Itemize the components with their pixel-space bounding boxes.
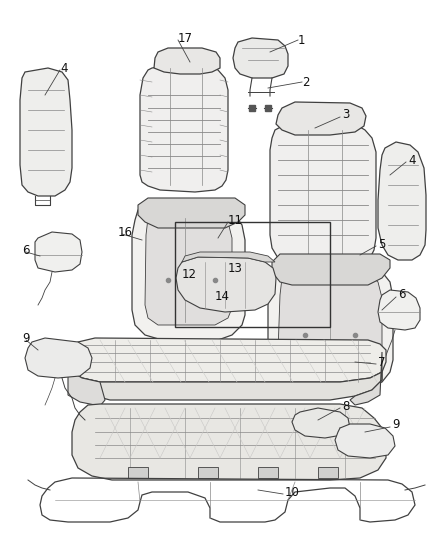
Text: 3: 3 [342, 109, 350, 122]
Polygon shape [278, 272, 382, 372]
Polygon shape [128, 467, 148, 478]
Text: 11: 11 [228, 214, 243, 227]
Polygon shape [268, 265, 393, 388]
Polygon shape [154, 48, 220, 74]
Polygon shape [378, 142, 426, 260]
Polygon shape [145, 212, 232, 325]
Polygon shape [292, 408, 350, 438]
Polygon shape [378, 290, 420, 330]
Polygon shape [176, 257, 276, 312]
Polygon shape [140, 64, 228, 192]
Polygon shape [182, 252, 275, 262]
Polygon shape [72, 404, 386, 480]
Text: 9: 9 [22, 332, 29, 344]
Polygon shape [335, 424, 395, 458]
Polygon shape [68, 365, 382, 400]
Polygon shape [35, 232, 82, 272]
Polygon shape [233, 38, 288, 78]
Polygon shape [276, 102, 366, 135]
Polygon shape [68, 338, 386, 382]
Text: 17: 17 [178, 31, 193, 44]
Text: 4: 4 [60, 61, 67, 75]
Text: 7: 7 [378, 356, 385, 368]
Text: 4: 4 [408, 154, 416, 166]
Polygon shape [138, 198, 245, 228]
Text: 6: 6 [22, 244, 29, 256]
Polygon shape [132, 205, 245, 340]
Polygon shape [25, 338, 92, 378]
Polygon shape [318, 467, 338, 478]
Polygon shape [350, 352, 382, 405]
Text: 2: 2 [302, 76, 310, 88]
Text: 10: 10 [285, 486, 300, 498]
Bar [175, 222, 330, 327]
Text: 14: 14 [215, 289, 230, 303]
Polygon shape [258, 467, 278, 478]
Text: 16: 16 [118, 225, 133, 238]
Text: 9: 9 [392, 418, 399, 432]
Polygon shape [270, 122, 376, 272]
Polygon shape [198, 467, 218, 478]
Polygon shape [272, 254, 390, 285]
Text: 6: 6 [398, 288, 406, 302]
Text: 13: 13 [228, 262, 243, 274]
Polygon shape [20, 68, 72, 196]
Text: 12: 12 [182, 269, 197, 281]
Polygon shape [68, 355, 105, 406]
Text: 5: 5 [378, 238, 385, 251]
Text: 1: 1 [298, 34, 305, 46]
Text: 8: 8 [342, 400, 350, 413]
